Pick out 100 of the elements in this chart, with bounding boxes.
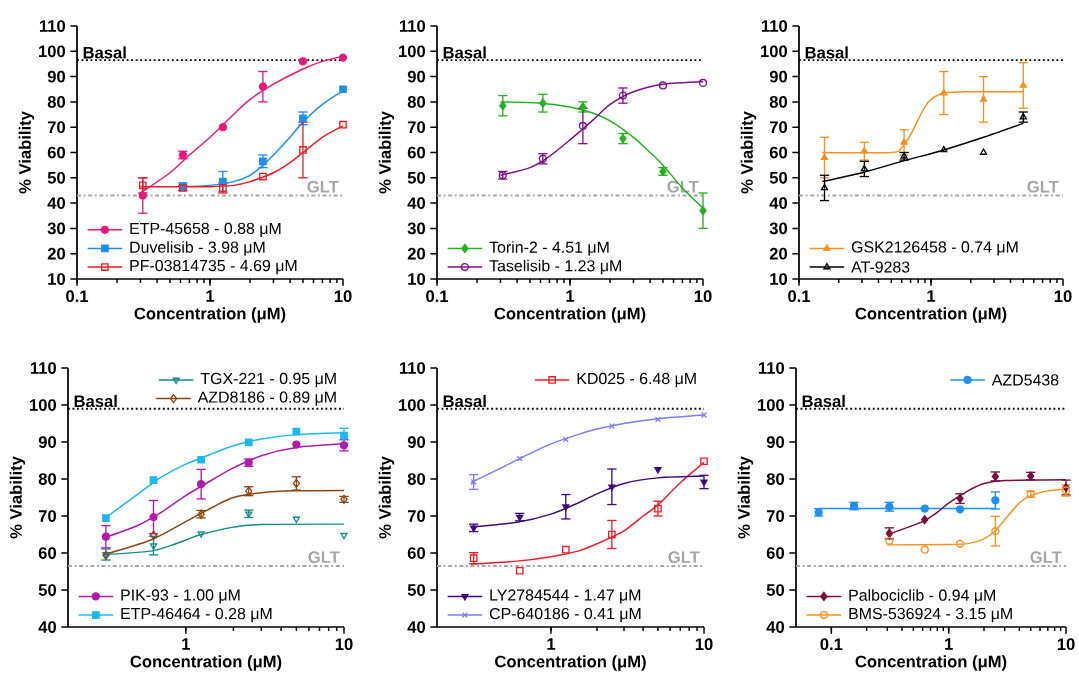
y-tick-label: 90 (766, 436, 785, 448)
y-axis-title: % Viability (18, 111, 35, 194)
y-tick-label: 40 (407, 197, 426, 209)
x-axis-title: Concentration (μM) (855, 655, 1007, 671)
x-tick-label: 1 (547, 638, 556, 650)
point (339, 120, 347, 129)
point (658, 81, 668, 90)
y-tick-label: 60 (407, 146, 426, 159)
y-axis-title: % Viability (9, 456, 26, 539)
y-tick-label: 50 (38, 584, 56, 596)
legend-label: TGX-221 - 0.95 μM (200, 372, 336, 388)
ref-line-label: GLT (308, 551, 340, 564)
y-tick-label: 40 (766, 621, 785, 633)
point (138, 191, 147, 200)
point (149, 543, 158, 550)
ref-line-label: Basal (805, 46, 848, 59)
point (218, 123, 228, 132)
ref-line-label: Basal (802, 394, 845, 408)
point (940, 88, 948, 96)
y-tick-label: 60 (38, 547, 56, 559)
point (700, 457, 708, 466)
legend-label: AZD5438 (991, 374, 1059, 386)
legend-label: Taselisib - 1.23 μM (489, 259, 621, 275)
ref-line-label: GLT (307, 180, 339, 193)
y-tick-label: 80 (407, 473, 426, 485)
y-tick-label: 50 (766, 584, 785, 596)
y-tick-label: 60 (47, 146, 66, 159)
y-tick-label: 60 (769, 146, 788, 159)
y-tick-label: 90 (407, 70, 426, 83)
point (698, 78, 708, 88)
point (654, 416, 662, 423)
ref-line-label: Basal (74, 394, 117, 408)
legend-label: ETP-45658 - 0.88 μM (130, 222, 281, 237)
legend-label: Duvelisib - 3.98 μM (130, 241, 265, 256)
ref-line-label: GLT (1030, 551, 1062, 564)
legend-label: AT-9283 (851, 261, 910, 273)
point (900, 138, 908, 145)
point (292, 440, 301, 449)
y-tick-label: 100 (39, 45, 66, 58)
y-axis-title: % Viability (378, 456, 395, 539)
y-tick-label: 110 (399, 20, 426, 32)
y-tick-label: 110 (761, 20, 788, 32)
point (244, 438, 253, 447)
y-tick-label: 80 (769, 96, 788, 108)
y-tick-label: 80 (407, 96, 426, 108)
y-tick-label: 70 (407, 510, 426, 522)
legend-label: PF-03814735 - 4.69 μM (130, 259, 297, 275)
point (654, 466, 662, 474)
y-tick-label: 10 (770, 273, 788, 285)
legend-label: BMS-536924 - 3.15 μM (849, 607, 1012, 623)
y-tick-label: 50 (47, 171, 66, 184)
y-tick-label: 70 (47, 121, 66, 134)
y-tick-label: 90 (38, 436, 56, 448)
point (1019, 81, 1027, 88)
ref-line-label: Basal (443, 394, 486, 408)
point (102, 514, 110, 523)
legend-label: AZD8186 - 0.89 μM (197, 391, 336, 406)
point (561, 545, 570, 554)
y-tick-label: 40 (407, 621, 426, 633)
legend-label: GSK2126458 - 0.74 μM (851, 241, 1018, 256)
x-tick-label: 1 (206, 290, 215, 302)
point (516, 455, 523, 462)
point (979, 148, 988, 155)
y-tick-label: 60 (766, 547, 785, 559)
point (101, 532, 111, 541)
y-tick-label: 70 (38, 510, 56, 522)
point (562, 504, 570, 511)
point (539, 98, 547, 108)
point (259, 172, 267, 181)
x-axis-title: Concentration (μM) (494, 307, 646, 323)
point (820, 153, 829, 160)
point (258, 82, 268, 91)
point (299, 146, 307, 154)
y-tick-label: 50 (407, 584, 426, 596)
x-tick-label: 10 (1057, 638, 1075, 651)
y-tick-label: 40 (769, 197, 788, 209)
point (618, 91, 628, 100)
y-tick-label: 30 (407, 222, 426, 235)
y-tick-label: 40 (47, 197, 66, 209)
point (578, 121, 588, 131)
x-tick-label: 1 (182, 638, 190, 650)
y-axis-title: % Viability (378, 111, 395, 194)
x-tick-label: 0.1 (788, 290, 811, 303)
y-tick-label: 90 (47, 70, 66, 83)
y-tick-label: 30 (47, 222, 66, 235)
x-axis-title: Concentration (μM) (855, 307, 1007, 323)
point (298, 57, 308, 66)
y-tick-label: 110 (39, 20, 66, 32)
x-tick-label: 0.1 (426, 290, 449, 303)
y-tick-label: 50 (769, 171, 788, 184)
x-axis-title: Concentration (μM) (495, 655, 646, 671)
ref-line-label: Basal (83, 46, 126, 59)
y-tick-label: 80 (766, 473, 785, 485)
y-tick-label: 110 (399, 362, 426, 374)
ref-line-label: Basal (443, 46, 486, 59)
point (979, 95, 988, 102)
y-tick-label: 60 (407, 547, 426, 559)
point (608, 530, 616, 539)
point (149, 530, 158, 540)
point (654, 504, 662, 513)
